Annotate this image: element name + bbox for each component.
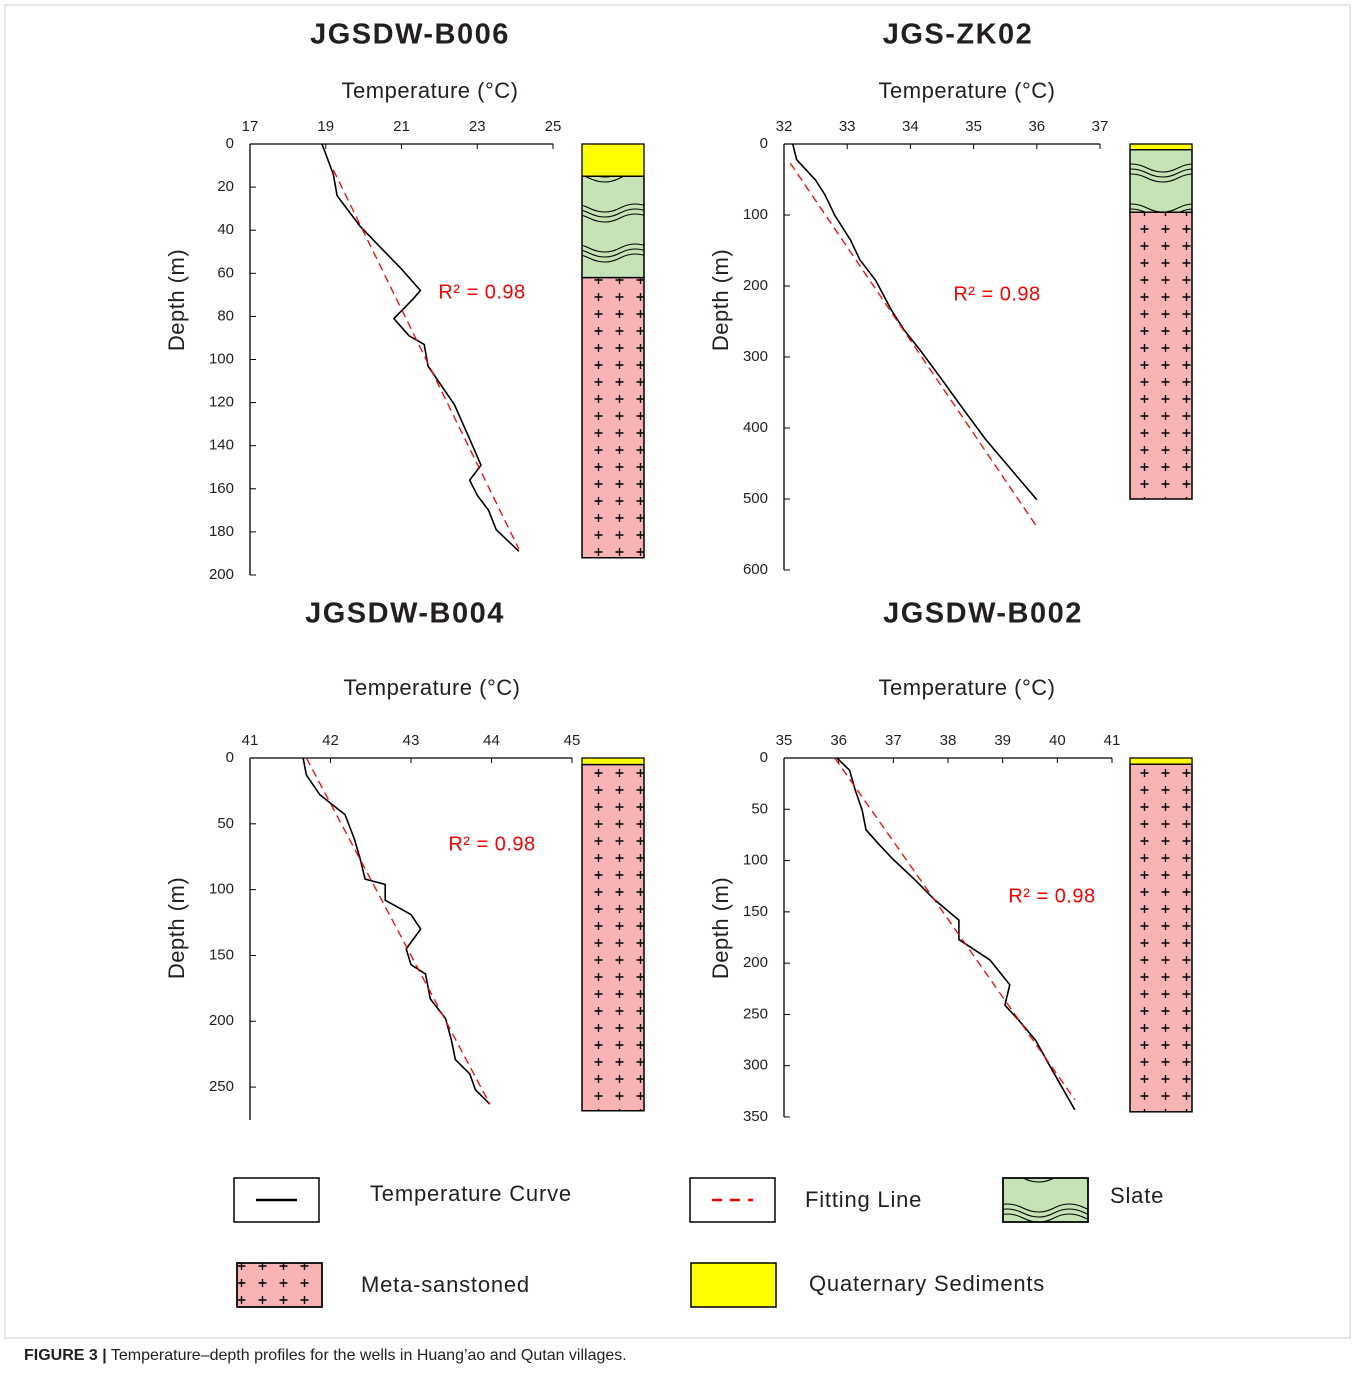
lithology-pattern — [1130, 212, 1192, 499]
x-axis-label: Temperature (°C) — [344, 675, 521, 700]
x-tick-label: 39 — [994, 732, 1011, 749]
y-tick-label: 300 — [743, 348, 768, 365]
chart-title: JGSDW-B002 — [883, 598, 1083, 630]
y-tick-label: 0 — [226, 135, 234, 152]
y-tick-label: 0 — [760, 749, 768, 766]
y-tick-label: 150 — [209, 946, 234, 963]
lithology-layer — [1130, 758, 1192, 764]
lithology-pattern — [1130, 764, 1192, 1112]
lithology-layer — [582, 144, 644, 176]
x-tick-label: 34 — [902, 118, 919, 135]
y-tick-label: 100 — [743, 206, 768, 223]
x-tick-label: 32 — [776, 118, 793, 135]
x-tick-label: 41 — [1104, 732, 1121, 749]
y-tick-label: 20 — [217, 178, 234, 195]
y-tick-label: 180 — [209, 523, 234, 540]
annotation: R² = 0.98 — [1008, 885, 1095, 907]
y-tick-label: 200 — [743, 954, 768, 971]
x-tick-label: 36 — [1028, 118, 1045, 135]
y-tick-label: 250 — [743, 1005, 768, 1022]
x-tick-label: 17 — [242, 118, 259, 135]
figure: FIGURE 3 | Temperature–depth profiles fo… — [0, 0, 1356, 1374]
x-tick-label: 37 — [1092, 118, 1109, 135]
y-tick-label: 500 — [743, 490, 768, 507]
y-axis-label: Depth (m) — [164, 877, 189, 979]
y-tick-label: 150 — [743, 903, 768, 920]
legend-label: Fitting Line — [805, 1187, 922, 1212]
x-tick-label: 33 — [839, 118, 856, 135]
x-tick-label: 38 — [940, 732, 957, 749]
lithology-pattern — [582, 765, 644, 1111]
x-tick-label: 43 — [403, 732, 420, 749]
fitting-line — [306, 758, 490, 1104]
y-axis-label: Depth (m) — [164, 249, 189, 351]
fitting-line — [790, 163, 1037, 527]
y-tick-label: 100 — [209, 881, 234, 898]
temperature-curve — [793, 144, 1037, 500]
x-axis-label: Temperature (°C) — [879, 78, 1056, 103]
chart-title: JGSDW-B004 — [305, 598, 505, 630]
y-tick-label: 600 — [743, 561, 768, 578]
x-tick-label: 37 — [885, 732, 902, 749]
lithology-pattern — [582, 278, 644, 558]
y-tick-label: 40 — [217, 221, 234, 238]
temperature-curve — [837, 758, 1075, 1110]
caption: FIGURE 3 | Temperature–depth profiles fo… — [24, 1347, 627, 1364]
legend-label: Quaternary Sediments — [809, 1271, 1045, 1296]
chart-title: JGS-ZK02 — [883, 19, 1034, 51]
y-tick-label: 250 — [209, 1078, 234, 1095]
x-tick-label: 35 — [965, 118, 982, 135]
y-axis-label: Depth (m) — [708, 249, 733, 351]
lithology-layer — [1130, 144, 1192, 150]
x-axis-label: Temperature (°C) — [879, 675, 1056, 700]
y-tick-label: 200 — [743, 277, 768, 294]
y-tick-label: 0 — [760, 135, 768, 152]
caption-label: FIGURE 3 | — [24, 1347, 107, 1364]
y-tick-label: 50 — [751, 800, 768, 817]
y-tick-label: 200 — [209, 1012, 234, 1029]
annotation: R² = 0.98 — [448, 833, 535, 855]
y-tick-label: 120 — [209, 394, 234, 411]
caption-text: Temperature–depth profiles for the wells… — [111, 1347, 627, 1364]
legend-pattern — [1003, 1178, 1088, 1222]
x-tick-label: 44 — [483, 732, 500, 749]
x-tick-label: 36 — [830, 732, 847, 749]
x-tick-label: 41 — [242, 732, 259, 749]
x-tick-label: 19 — [317, 118, 334, 135]
x-tick-label: 40 — [1049, 732, 1066, 749]
chart-title: JGSDW-B006 — [310, 19, 510, 51]
y-tick-label: 50 — [217, 815, 234, 832]
y-tick-label: 0 — [226, 749, 234, 766]
y-tick-label: 100 — [743, 852, 768, 869]
x-tick-label: 23 — [469, 118, 486, 135]
y-tick-label: 200 — [209, 566, 234, 583]
y-tick-label: 60 — [217, 264, 234, 281]
x-axis-label: Temperature (°C) — [342, 78, 519, 103]
y-tick-label: 400 — [743, 419, 768, 436]
legend-swatch — [691, 1263, 776, 1307]
fitting-line — [835, 758, 1075, 1100]
y-tick-label: 140 — [209, 437, 234, 454]
annotation: R² = 0.98 — [438, 281, 525, 303]
y-tick-label: 300 — [743, 1057, 768, 1074]
x-tick-label: 25 — [545, 118, 562, 135]
y-tick-label: 100 — [209, 350, 234, 367]
y-tick-label: 80 — [217, 307, 234, 324]
lithology-layer — [582, 758, 644, 765]
legend-pattern — [237, 1263, 322, 1307]
legend-label: Slate — [1110, 1183, 1164, 1208]
lithology-pattern — [582, 176, 644, 277]
y-axis-label: Depth (m) — [708, 877, 733, 979]
x-tick-label: 42 — [322, 732, 339, 749]
lithology-pattern — [1130, 150, 1192, 212]
y-tick-label: 160 — [209, 480, 234, 497]
y-tick-label: 350 — [743, 1108, 768, 1125]
annotation: R² = 0.98 — [953, 283, 1040, 305]
x-tick-label: 35 — [776, 732, 793, 749]
legend-label: Temperature Curve — [370, 1181, 572, 1206]
x-tick-label: 45 — [564, 732, 581, 749]
x-tick-label: 21 — [393, 118, 410, 135]
legend-label: Meta-sanstoned — [361, 1272, 530, 1297]
